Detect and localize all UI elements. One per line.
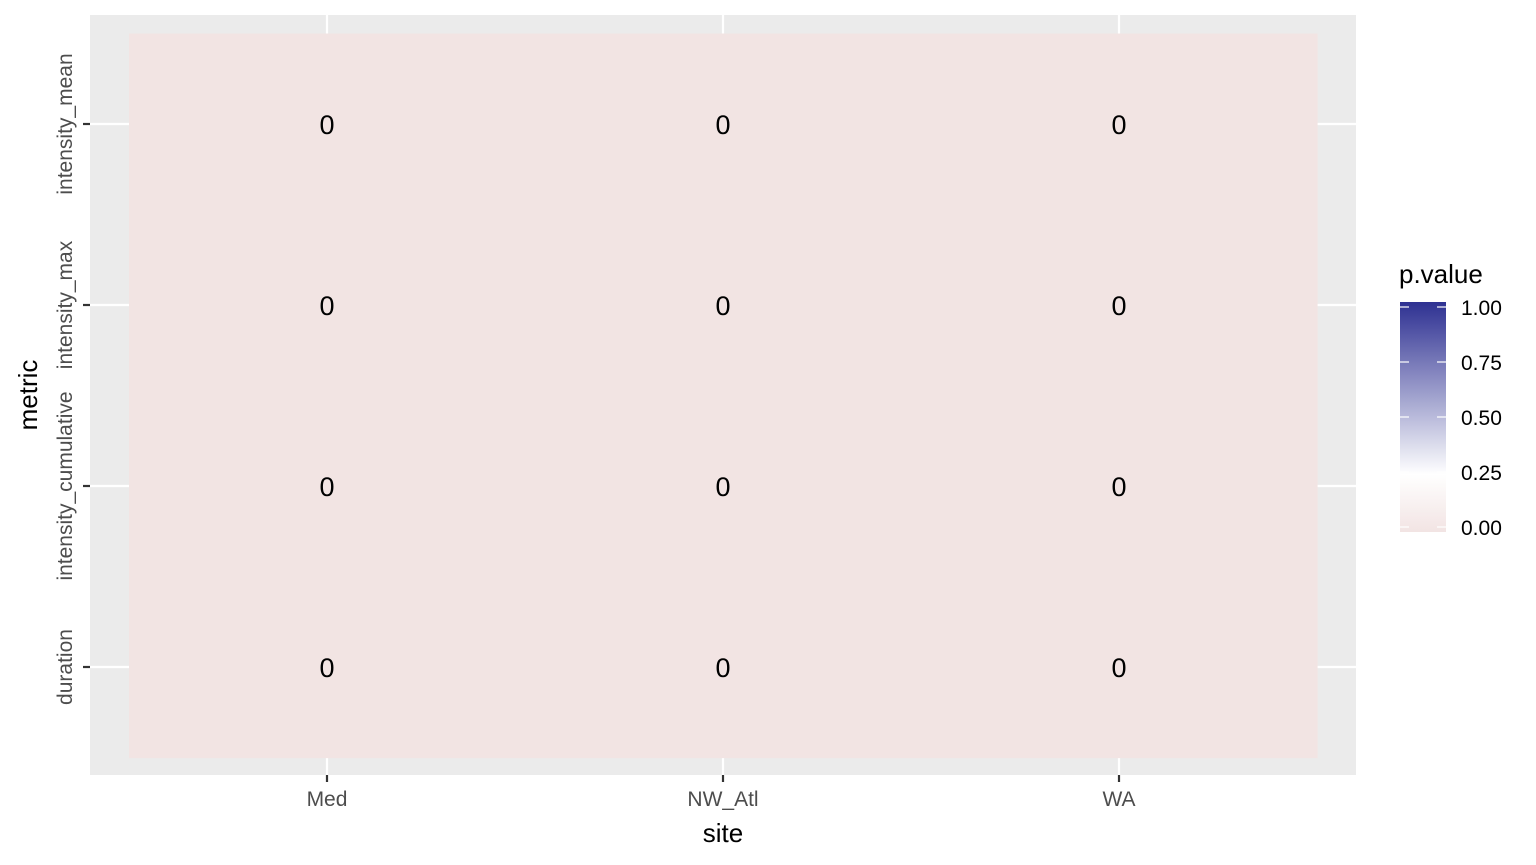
legend-ticks: 0.00 0.25 0.50 0.75 1.00 xyxy=(1400,297,1502,540)
heatmap-cell-wa-intensity-cumulative xyxy=(921,395,1318,578)
legend-tick-label-2: 0.50 xyxy=(1461,407,1502,430)
cell-label-med-duration: 0 xyxy=(319,653,334,683)
cell-label-med-intensity-max: 0 xyxy=(319,291,334,321)
heatmap-cell-wa-duration xyxy=(921,576,1318,759)
legend-title: p.value xyxy=(1399,259,1483,289)
color-legend: p.value 0.00 0.25 0.50 0.75 1.00 xyxy=(1399,259,1502,540)
cell-label-nw-atl-duration: 0 xyxy=(715,653,730,683)
heatmap-cell-med-intensity-max xyxy=(129,214,526,397)
cell-label-med-intensity-cumulative: 0 xyxy=(319,472,334,502)
x-axis-title: site xyxy=(703,818,743,848)
y-tick-label-duration: duration xyxy=(54,629,77,705)
x-tick-label-nw-atl: NW_Atl xyxy=(687,788,758,811)
heatmap-cell-med-intensity-cumulative xyxy=(129,395,526,578)
y-tick-label-intensity-max: intensity_max xyxy=(54,240,77,369)
legend-tick-label-4: 1.00 xyxy=(1461,297,1502,320)
y-tick-label-intensity-cumulative: intensity_cumulative xyxy=(54,391,77,580)
y-tick-label-intensity-mean: intensity_mean xyxy=(54,53,77,194)
cell-label-nw-atl-intensity-max: 0 xyxy=(715,291,730,321)
heatmap-cell-nw-atl-duration xyxy=(525,576,922,759)
heatmap-cell-nw-atl-intensity-cumulative xyxy=(525,395,922,578)
y-axis: duration intensity_cumulative intensity_ma… xyxy=(54,53,90,705)
cell-labels: 0 0 0 0 0 0 0 0 0 0 0 0 xyxy=(319,110,1126,683)
x-tick-label-wa: WA xyxy=(1102,788,1135,811)
cell-label-nw-atl-intensity-mean: 0 xyxy=(715,110,730,140)
y-axis-title: metric xyxy=(13,360,43,431)
heatmap-cell-med-intensity-mean xyxy=(129,33,526,216)
heatmap-cells xyxy=(129,33,1318,759)
cell-label-med-intensity-mean: 0 xyxy=(319,110,334,140)
heatmap-cell-wa-intensity-max xyxy=(921,214,1318,397)
legend-tick-label-3: 0.75 xyxy=(1461,352,1502,375)
cell-label-wa-duration: 0 xyxy=(1111,653,1126,683)
x-axis: Med NW_Atl WA xyxy=(307,775,1136,811)
cell-label-wa-intensity-max: 0 xyxy=(1111,291,1126,321)
x-tick-label-med: Med xyxy=(307,788,348,811)
heatmap-cell-med-duration xyxy=(129,576,526,759)
heatmap-cell-wa-intensity-mean xyxy=(921,33,1318,216)
cell-label-wa-intensity-cumulative: 0 xyxy=(1111,472,1126,502)
heatmap-cell-nw-atl-intensity-max xyxy=(525,214,922,397)
cell-label-nw-atl-intensity-cumulative: 0 xyxy=(715,472,730,502)
heatmap-cell-nw-atl-intensity-mean xyxy=(525,33,922,216)
legend-tick-label-1: 0.25 xyxy=(1461,462,1502,485)
cell-label-wa-intensity-mean: 0 xyxy=(1111,110,1126,140)
legend-tick-label-0: 0.00 xyxy=(1461,517,1502,540)
